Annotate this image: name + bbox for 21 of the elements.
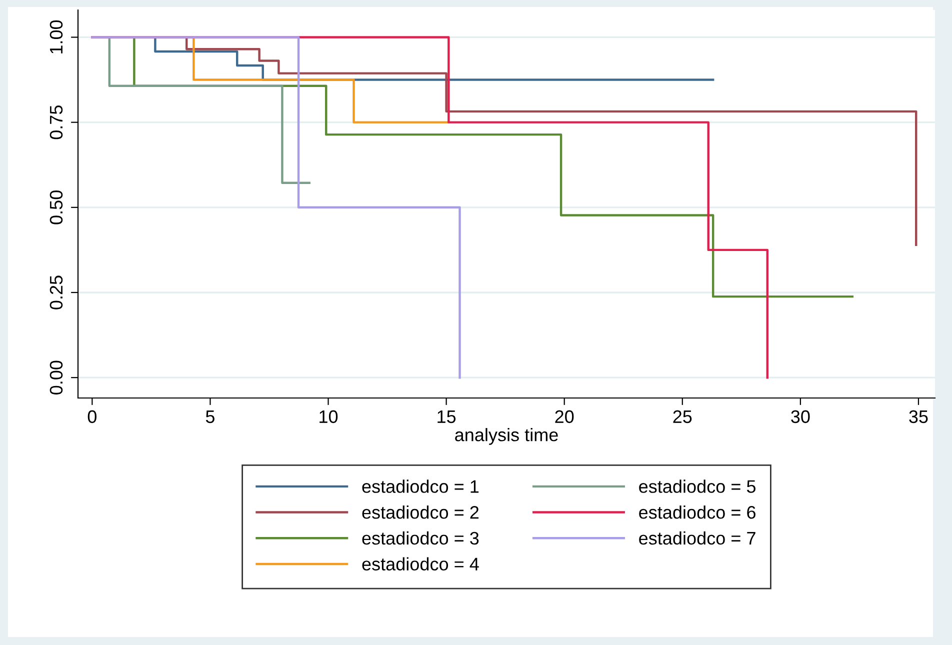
legend-label: estadiodco = 4 <box>362 557 479 571</box>
legend-label: estadiodco = 5 <box>639 480 756 493</box>
y-tick-label: 0.50 <box>50 190 63 224</box>
x-tick-label: 35 <box>909 410 928 424</box>
x-tick-label: 5 <box>206 410 214 424</box>
y-tick-label: 1.00 <box>50 20 63 54</box>
x-tick-label: 15 <box>438 410 456 424</box>
y-tick-label: 0.75 <box>50 106 63 140</box>
x-tick-label: 0 <box>88 410 96 424</box>
y-tick-label: 0.00 <box>50 360 63 394</box>
x-tick-label: 20 <box>555 410 574 424</box>
x-tick-label: 25 <box>673 410 692 424</box>
y-tick-label: 0.25 <box>50 276 63 310</box>
legend-label: estadiodco = 7 <box>639 531 756 545</box>
legend-label: estadiodco = 3 <box>362 531 479 545</box>
legend-label: estadiodco = 1 <box>362 480 479 493</box>
legend-label: estadiodco = 2 <box>362 506 479 519</box>
x-axis-title: analysis time <box>455 428 558 445</box>
x-tick-label: 30 <box>791 410 810 424</box>
x-tick-label: 10 <box>320 410 338 424</box>
legend-label: estadiodco = 6 <box>639 506 756 519</box>
